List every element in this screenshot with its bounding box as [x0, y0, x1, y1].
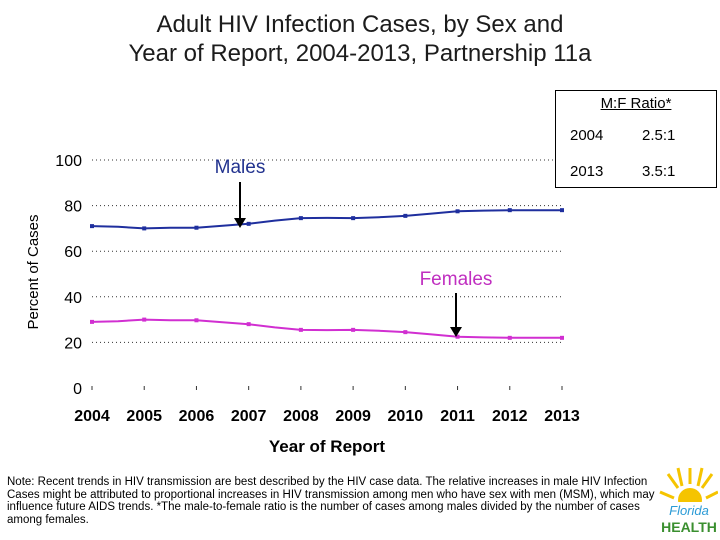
data-point — [351, 216, 356, 221]
x-tick-label: 2006 — [179, 408, 215, 425]
y-tick-label: 80 — [64, 199, 82, 216]
title-line-2: Year of Report, 2004-2013, Partnership 1… — [128, 40, 592, 67]
data-point — [507, 208, 512, 213]
annotation-arrowhead-males — [234, 218, 246, 228]
florida-health-logo: Florida HEALTH — [659, 467, 718, 535]
x-tick-label: 2005 — [126, 408, 162, 425]
annotation-females: Females — [420, 269, 493, 290]
y-tick-label: 0 — [73, 381, 82, 398]
x-tick-label: 2012 — [492, 408, 528, 425]
annotation-arrowhead-females — [450, 327, 462, 337]
data-point — [298, 216, 303, 221]
data-point — [403, 213, 408, 218]
data-point — [507, 335, 512, 340]
x-tick-label: 2009 — [335, 408, 371, 425]
ratio-value: 2.5:1 — [642, 127, 676, 144]
data-point — [246, 322, 251, 327]
ratio-legend-box: M:F Ratio* 2004 2.5:1 2013 3.5:1 — [555, 90, 717, 188]
chart-title: Adult HIV Infection Cases, by Sex and Ye… — [0, 10, 720, 68]
logo-text-florida: Florida — [669, 503, 709, 518]
ratio-year: 2004 — [570, 127, 604, 144]
y-tick-label: 20 — [64, 335, 82, 352]
x-axis-label: Year of Report — [269, 437, 386, 456]
data-point — [298, 327, 303, 332]
data-point — [560, 335, 564, 340]
logo-text-health: HEALTH — [661, 519, 717, 535]
data-point — [142, 317, 147, 322]
title-line-1: Adult HIV Infection Cases, by Sex and — [156, 11, 564, 38]
x-tick-label: 2010 — [388, 408, 424, 425]
y-tick-label: 100 — [55, 153, 82, 170]
ratio-heading: M:F Ratio* — [600, 95, 672, 112]
ratio-value: 3.5:1 — [642, 163, 676, 180]
y-tick-label: 60 — [64, 244, 82, 261]
data-point — [142, 226, 147, 231]
data-point — [351, 327, 356, 332]
data-point — [90, 319, 94, 324]
x-tick-label: 2011 — [440, 408, 475, 425]
data-point — [455, 209, 460, 214]
data-point — [90, 224, 94, 229]
sun-icon — [659, 467, 718, 516]
data-point — [403, 330, 408, 335]
line-chart: 0 20 40 60 80 100 2004 2005 2006 2007 2008 2009 2010… — [25, 153, 580, 456]
y-axis-label: Percent of Cases — [25, 214, 42, 329]
ratio-year: 2013 — [570, 163, 604, 180]
x-tick-label: 2008 — [283, 408, 319, 425]
y-tick-label: 40 — [64, 290, 82, 307]
data-point — [246, 221, 251, 226]
data-point — [194, 225, 199, 230]
data-point — [560, 208, 564, 213]
x-tick-label: 2004 — [74, 408, 110, 425]
data-point — [455, 334, 460, 339]
annotation-males: Males — [215, 157, 266, 178]
x-tick-label: 2013 — [544, 408, 580, 425]
series-line-females — [91, 318, 562, 339]
series-line-males — [91, 209, 562, 230]
data-point — [194, 318, 199, 323]
footnote: Note: Recent trends in HIV transmission … — [7, 476, 655, 526]
x-tick-label: 2007 — [231, 408, 267, 425]
